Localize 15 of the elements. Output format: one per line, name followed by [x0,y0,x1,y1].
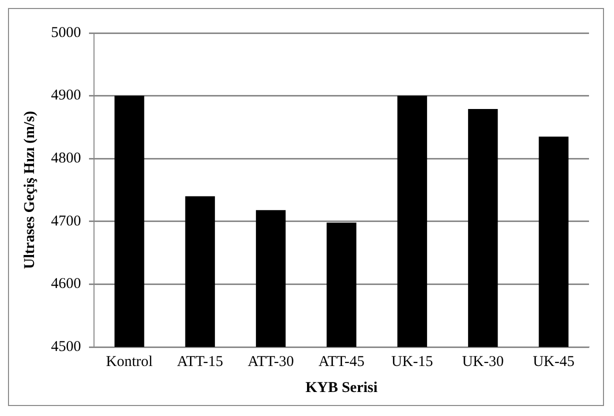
x-tick-label: ATT-45 [318,354,365,370]
y-axis-title: Ultrases Geçiş Hızı (m/s) [22,111,38,269]
y-tick-label: 4800 [51,150,81,167]
y-tick-label: 5000 [51,24,81,41]
x-tick-label: UK-15 [391,354,434,370]
x-axis-title: KYB Serisi [305,380,378,396]
x-tick-label: ATT-15 [177,354,224,370]
x-tick-label: ATT-30 [248,354,294,370]
x-tick-label: UK-45 [532,354,574,370]
y-tick-label: 4700 [51,213,81,230]
x-tick-label: UK-30 [462,354,504,370]
y-tick-label: 4900 [51,88,81,104]
y-tick-label: 4500 [51,338,81,355]
x-tick-label: Kontrol [106,354,153,370]
y-tick-label: 4600 [51,276,81,292]
